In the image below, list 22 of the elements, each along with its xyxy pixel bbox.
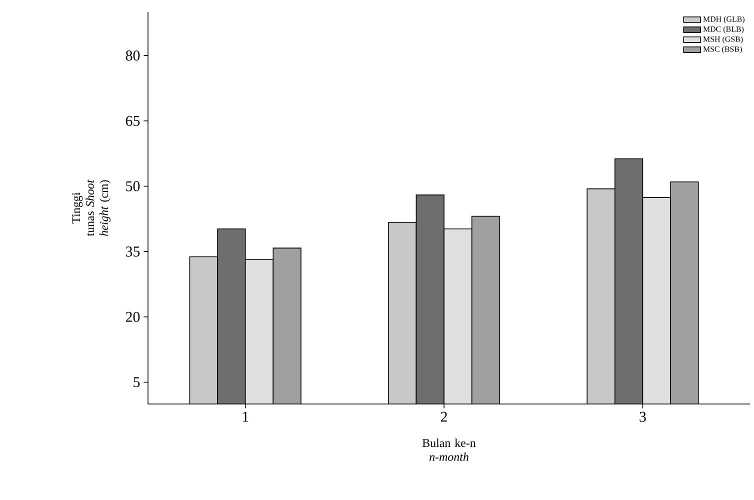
y-tick-label: 5 [134, 377, 140, 388]
bar [472, 216, 500, 404]
y-tick-label: 80 [126, 50, 140, 61]
x-tick-label: 1 [242, 412, 248, 422]
bar [190, 256, 218, 404]
x-axis-title: Bulan ke-n n-month [422, 438, 476, 462]
bar [642, 197, 671, 404]
bar [416, 194, 444, 404]
bar [614, 158, 644, 404]
x-tick-label: 3 [640, 412, 646, 422]
bar [388, 222, 416, 404]
bar [586, 188, 616, 404]
y-tick-label: 50 [126, 181, 140, 192]
x-tick-label: 2 [440, 412, 447, 422]
bar [444, 228, 472, 404]
bar [273, 248, 301, 404]
bar [218, 228, 246, 404]
y-tick-label: 20 [126, 312, 140, 322]
y-tick-label: 35 [126, 246, 140, 257]
y-tick-label: 65 [126, 116, 140, 126]
bar [245, 259, 274, 404]
bar [670, 181, 699, 404]
